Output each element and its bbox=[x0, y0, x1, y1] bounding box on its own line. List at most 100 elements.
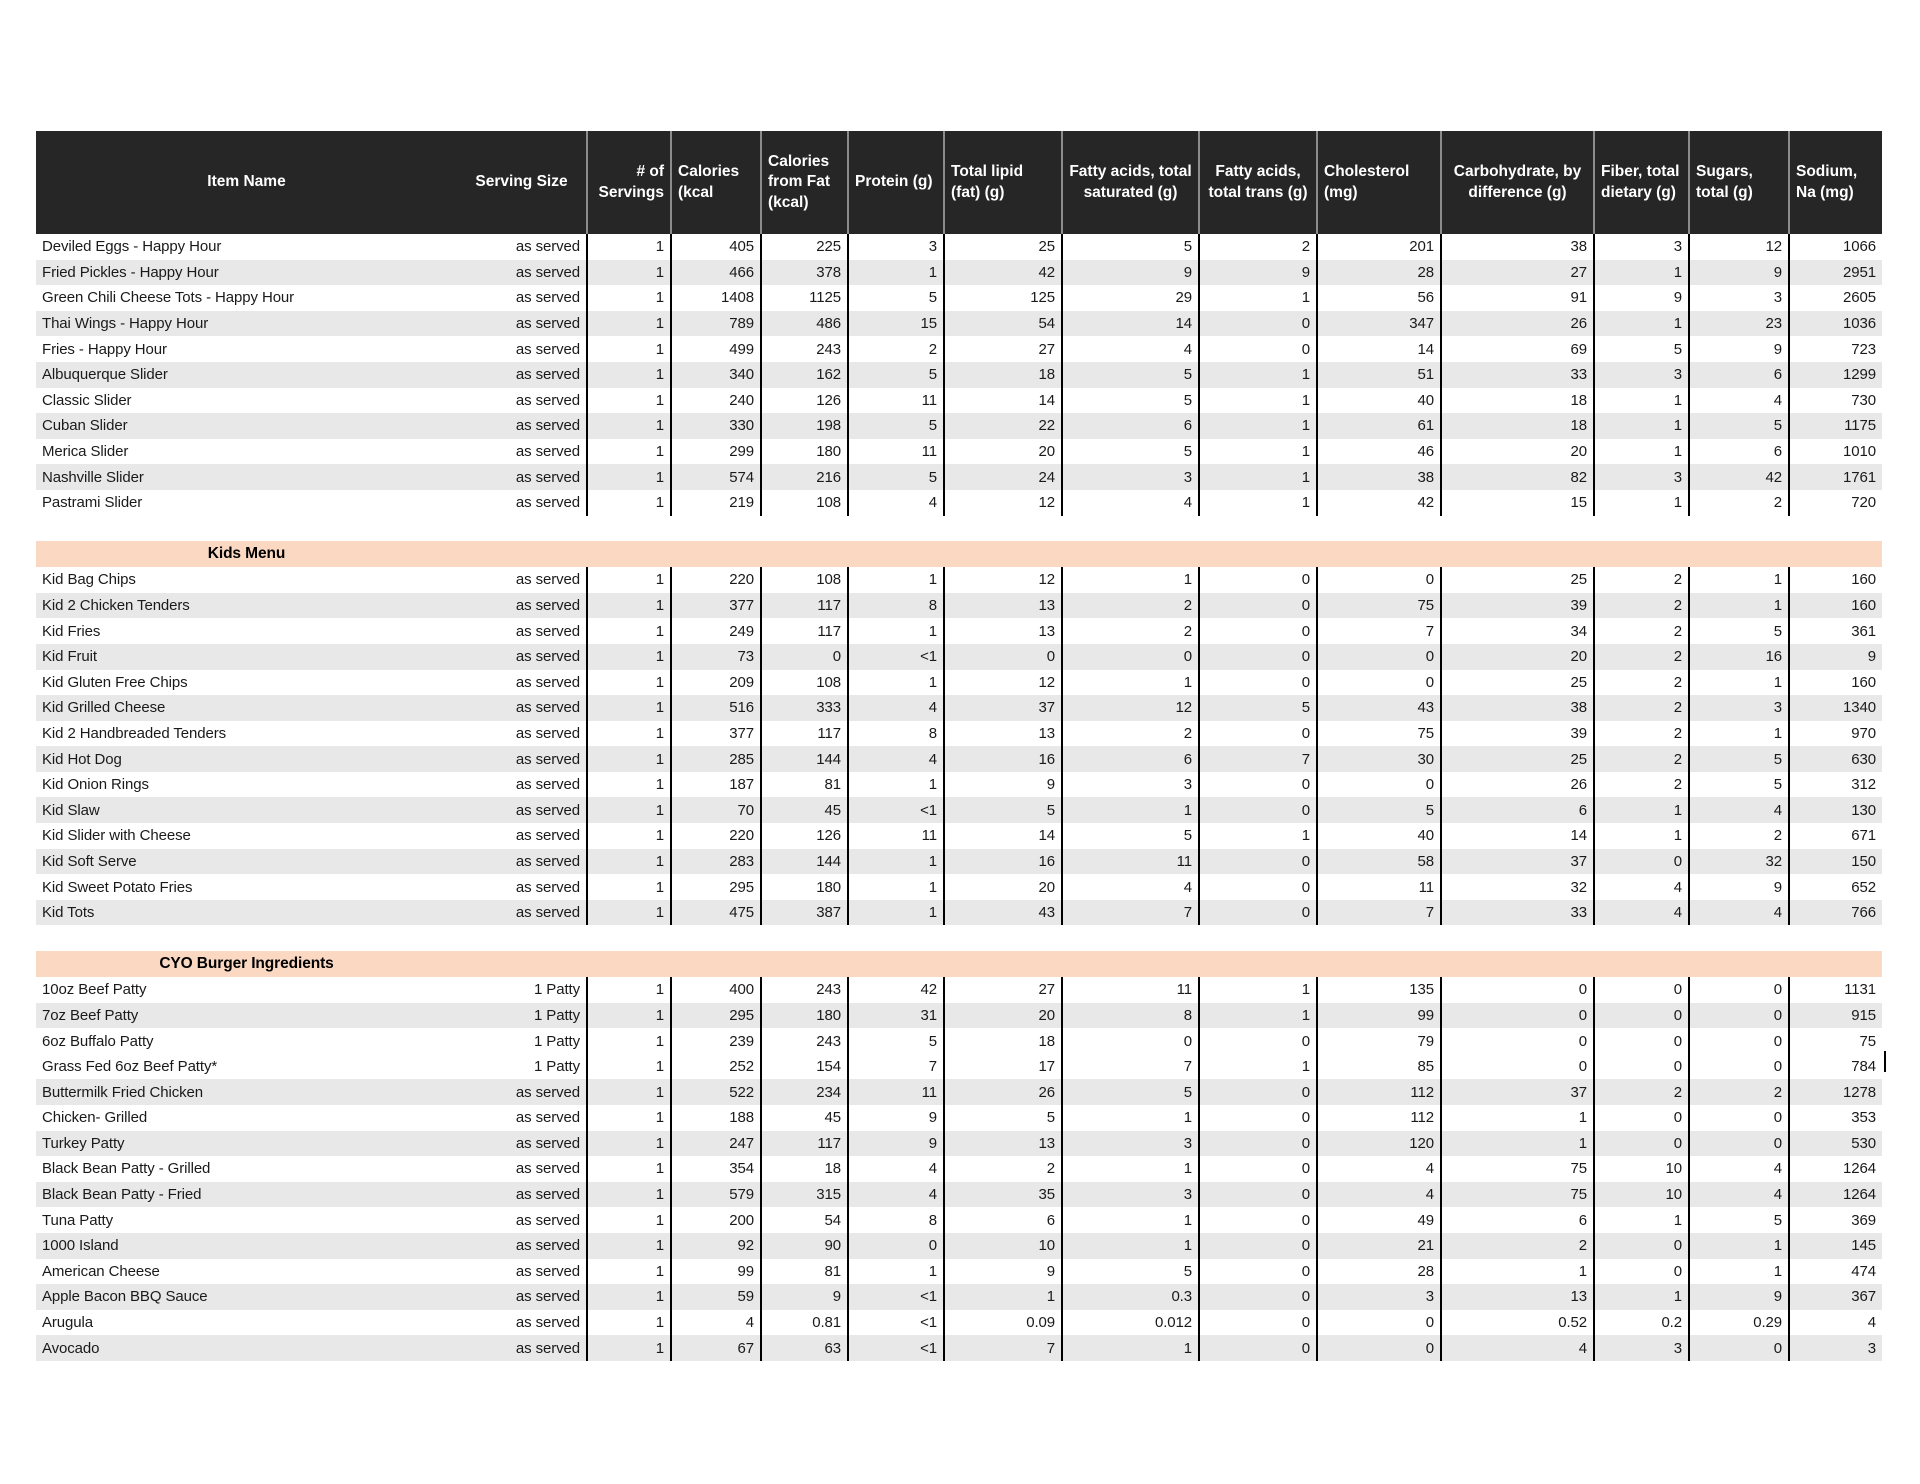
value-cell: as served bbox=[457, 387, 587, 414]
value-cell: 285 bbox=[670, 746, 761, 772]
value-cell: 1 Patty bbox=[457, 1028, 587, 1054]
item-name-cell: Kid Sweet Potato Fries bbox=[36, 874, 457, 900]
value-cell: 33 bbox=[1440, 899, 1594, 926]
value-cell: 330 bbox=[670, 413, 761, 439]
value-cell: 1 bbox=[1593, 413, 1689, 439]
value-cell: 2605 bbox=[1788, 285, 1882, 311]
value-cell: 59 bbox=[670, 1284, 761, 1310]
value-cell: 45 bbox=[760, 797, 848, 824]
value-cell: 378 bbox=[760, 259, 848, 286]
value-cell: 4 bbox=[1788, 1309, 1882, 1336]
value-cell: 4 bbox=[1593, 899, 1689, 926]
value-cell: 0 bbox=[1688, 1028, 1789, 1054]
value-cell: 6 bbox=[1688, 361, 1789, 388]
value-cell: 38 bbox=[1440, 234, 1594, 260]
value-cell: 1 bbox=[847, 567, 944, 593]
value-cell: 11 bbox=[847, 387, 944, 414]
value-cell: 333 bbox=[760, 695, 848, 721]
value-cell: 0.09 bbox=[943, 1309, 1062, 1336]
table-row: 6oz Buffalo Patty 1 Patty 1 239 243 5 18 0 0 79 0 0… bbox=[36, 1028, 1882, 1054]
value-cell: 43 bbox=[943, 899, 1062, 926]
value-cell: 0 bbox=[1316, 771, 1441, 798]
table-row: Nashville Slider as served 1 574 216 5 24 3 1 38 8… bbox=[36, 464, 1882, 490]
value-cell: 188 bbox=[670, 1105, 761, 1131]
value-cell: 6 bbox=[1061, 746, 1199, 772]
item-name-cell: 1000 Island bbox=[36, 1232, 457, 1259]
value-cell: 26 bbox=[943, 1079, 1062, 1105]
value-cell: 25 bbox=[1440, 746, 1594, 772]
value-cell: 7 bbox=[1061, 1053, 1199, 1080]
value-cell: 295 bbox=[670, 874, 761, 900]
table-row: Arugula as served 1 4 0.81 <1 0.09 0.012 0 0 0.52 0… bbox=[36, 1309, 1882, 1336]
value-cell: 112 bbox=[1316, 1105, 1441, 1131]
value-cell: 377 bbox=[670, 592, 761, 619]
value-cell: 126 bbox=[760, 387, 848, 414]
value-cell: 117 bbox=[760, 1130, 848, 1157]
value-cell: 51 bbox=[1316, 361, 1441, 388]
value-cell: 367 bbox=[1788, 1284, 1882, 1310]
value-cell: 150 bbox=[1788, 848, 1882, 875]
value-cell: 18 bbox=[1440, 387, 1594, 414]
value-cell: 12 bbox=[943, 567, 1062, 593]
value-cell: 20 bbox=[1440, 438, 1594, 465]
value-cell: 0 bbox=[1593, 1130, 1689, 1157]
value-cell: 1 Patty bbox=[457, 1053, 587, 1080]
value-cell: 1 bbox=[847, 669, 944, 696]
value-cell: 1 bbox=[1593, 438, 1689, 465]
value-cell: 1 bbox=[586, 1258, 671, 1285]
item-name-cell: Buttermilk Fried Chicken bbox=[36, 1079, 457, 1105]
value-cell: 4 bbox=[847, 746, 944, 772]
value-cell: 0 bbox=[1198, 643, 1317, 670]
value-cell: 1 bbox=[1198, 285, 1317, 311]
value-cell: 1 bbox=[1061, 797, 1199, 824]
item-name-cell: Kid Grilled Cheese bbox=[36, 695, 457, 721]
value-cell: 160 bbox=[1788, 592, 1882, 619]
value-cell: 1 bbox=[1198, 464, 1317, 490]
value-cell: 46 bbox=[1316, 438, 1441, 465]
value-cell: 34 bbox=[1440, 618, 1594, 644]
value-cell: 10 bbox=[943, 1232, 1062, 1259]
value-cell: 1 bbox=[586, 1284, 671, 1310]
value-cell: 315 bbox=[760, 1181, 848, 1208]
value-cell: 144 bbox=[760, 746, 848, 772]
value-cell: as served bbox=[457, 413, 587, 439]
value-cell: 126 bbox=[760, 823, 848, 849]
value-cell: 11 bbox=[847, 1079, 944, 1105]
value-cell: 1066 bbox=[1788, 234, 1882, 260]
value-cell: 1 bbox=[1593, 797, 1689, 824]
value-cell: 75 bbox=[1440, 1156, 1594, 1182]
value-cell: 154 bbox=[760, 1053, 848, 1080]
value-cell: 81 bbox=[760, 771, 848, 798]
value-cell: 499 bbox=[670, 336, 761, 362]
value-cell: 466 bbox=[670, 259, 761, 286]
value-cell: 5 bbox=[943, 1105, 1062, 1131]
section-band: Kids Menu bbox=[36, 541, 1882, 568]
value-cell: 11 bbox=[1316, 874, 1441, 900]
value-cell: 79 bbox=[1316, 1028, 1441, 1054]
item-name-cell: Merica Slider bbox=[36, 438, 457, 465]
value-cell: 4 bbox=[1061, 489, 1199, 516]
value-cell: 2 bbox=[1593, 669, 1689, 696]
value-cell: 1175 bbox=[1788, 413, 1882, 439]
item-name-cell: Deviled Eggs - Happy Hour bbox=[36, 234, 457, 260]
table-row: Buttermilk Fried Chicken as served 1 522 234… bbox=[36, 1079, 1882, 1105]
value-cell: 90 bbox=[760, 1232, 848, 1259]
value-cell: 3 bbox=[1061, 771, 1199, 798]
value-cell: 187 bbox=[670, 771, 761, 798]
value-cell: 82 bbox=[1440, 464, 1594, 490]
value-cell: as served bbox=[457, 899, 587, 926]
item-name-cell: Kid Soft Serve bbox=[36, 848, 457, 875]
value-cell: 13 bbox=[943, 618, 1062, 644]
value-cell: 361 bbox=[1788, 618, 1882, 644]
item-name-cell: Grass Fed 6oz Beef Patty* bbox=[36, 1053, 457, 1080]
nutrition-table: Item Name Serving Size # of Servings Calori… bbox=[36, 131, 1882, 1361]
value-cell: 1 bbox=[586, 977, 671, 1003]
item-name-cell: Kid Fries bbox=[36, 618, 457, 644]
value-cell: 915 bbox=[1788, 1002, 1882, 1029]
value-cell: 180 bbox=[760, 438, 848, 465]
value-cell: 784 bbox=[1788, 1053, 1882, 1080]
value-cell: 0 bbox=[1198, 1156, 1317, 1182]
value-cell: 20 bbox=[943, 874, 1062, 900]
value-cell: 4 bbox=[1688, 1181, 1789, 1208]
value-cell: 75 bbox=[1440, 1181, 1594, 1208]
